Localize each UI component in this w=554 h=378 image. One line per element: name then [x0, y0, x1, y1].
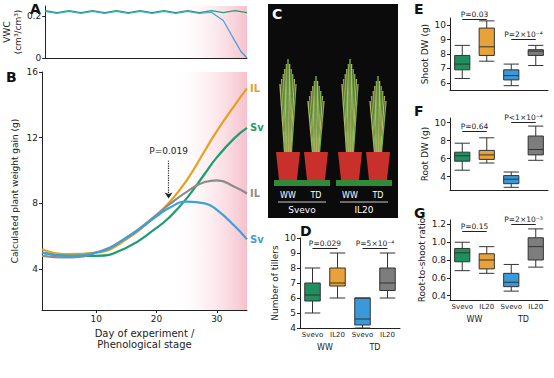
svg-text:IL20: IL20: [330, 331, 345, 339]
svg-text:6: 6: [440, 78, 446, 88]
svg-text:F: F: [414, 103, 424, 119]
svg-text:30: 30: [211, 314, 223, 324]
svg-text:7: 7: [290, 278, 296, 288]
svg-text:IL20: IL20: [479, 303, 494, 311]
svg-text:WW: WW: [467, 315, 483, 324]
svg-text:20: 20: [151, 314, 163, 324]
svg-text:Svevo: Svevo: [288, 205, 316, 215]
svg-text:8: 8: [290, 263, 296, 273]
svg-text:TD: TD: [309, 191, 321, 200]
svg-text:6: 6: [290, 293, 296, 303]
svg-text:P=0.64: P=0.64: [461, 122, 489, 131]
svg-text:1.2: 1.2: [432, 219, 446, 229]
svg-text:TD: TD: [517, 315, 529, 324]
svg-text:TD: TD: [371, 191, 383, 200]
svg-text:P=0.03: P=0.03: [461, 10, 489, 19]
svg-text:Svevo: Svevo: [352, 331, 373, 339]
svg-text:P=0.019: P=0.019: [149, 146, 188, 156]
svg-text:P=2×10⁻³: P=2×10⁻³: [504, 215, 542, 224]
svg-text:A: A: [30, 1, 41, 17]
svg-text:IL: IL: [250, 188, 261, 199]
svg-text:IL20: IL20: [354, 205, 373, 215]
svg-text:9: 9: [290, 248, 296, 258]
svg-text:Shoot DW (g): Shoot DW (g): [420, 24, 430, 84]
svg-text:P<1×10⁻⁴: P<1×10⁻⁴: [504, 113, 542, 122]
svg-text:6: 6: [440, 154, 446, 164]
svg-text:D: D: [300, 223, 312, 239]
svg-text:Svevo: Svevo: [501, 303, 522, 311]
svg-text:8: 8: [440, 49, 446, 59]
svg-text:9: 9: [440, 35, 446, 45]
svg-text:P=0.029: P=0.029: [309, 239, 342, 248]
svg-text:P=0.15: P=0.15: [461, 222, 489, 231]
svg-text:G: G: [414, 205, 426, 221]
svg-text:10: 10: [91, 314, 103, 324]
svg-text:B: B: [6, 69, 17, 85]
svg-text:WW: WW: [280, 191, 296, 200]
svg-text:Svevo: Svevo: [302, 331, 323, 339]
svg-text:4: 4: [32, 264, 38, 274]
svg-text:0.2: 0.2: [27, 11, 41, 21]
svg-text:Day of experiment /: Day of experiment /: [95, 328, 195, 339]
svg-text:4: 4: [290, 323, 296, 333]
svg-text:10: 10: [435, 20, 447, 30]
svg-text:Root DW (g): Root DW (g): [420, 127, 430, 182]
svg-text:WW: WW: [342, 191, 358, 200]
svg-text:4: 4: [440, 172, 446, 182]
svg-text:12: 12: [27, 133, 38, 143]
svg-text:10: 10: [285, 233, 297, 243]
svg-text:IL20: IL20: [528, 303, 543, 311]
svg-text:Phenological stage: Phenological stage: [97, 339, 191, 350]
svg-text:0.8: 0.8: [432, 255, 447, 265]
svg-text:0: 0: [35, 53, 41, 63]
svg-text:C: C: [272, 6, 282, 22]
svg-text:Number of tillers: Number of tillers: [270, 245, 280, 321]
svg-text:7: 7: [440, 63, 446, 73]
svg-text:5: 5: [290, 308, 296, 318]
svg-text:Svevo: Svevo: [452, 303, 473, 311]
svg-text:8: 8: [32, 198, 38, 208]
svg-text:Sv: Sv: [250, 234, 264, 245]
svg-text:IL: IL: [250, 83, 261, 94]
svg-text:P=2×10⁻⁴: P=2×10⁻⁴: [504, 30, 542, 39]
svg-text:(cm³/cm³): (cm³/cm³): [13, 10, 23, 55]
svg-text:8: 8: [440, 136, 446, 146]
svg-text:Sv: Sv: [250, 122, 264, 133]
svg-text:TD: TD: [368, 343, 380, 352]
svg-text:WW: WW: [317, 343, 333, 352]
svg-text:1.0: 1.0: [432, 237, 447, 247]
svg-text:Calculated plant weight gain (: Calculated plant weight gain (g): [10, 119, 20, 264]
svg-text:E: E: [414, 1, 424, 17]
svg-text:0.4: 0.4: [432, 291, 447, 301]
svg-text:0.6: 0.6: [432, 273, 447, 283]
svg-text:P=5×10⁻⁴: P=5×10⁻⁴: [356, 239, 394, 248]
svg-text:Root-to-shoot ratio: Root-to-shoot ratio: [417, 217, 427, 302]
svg-text:IL20: IL20: [380, 331, 395, 339]
svg-text:VWC: VWC: [2, 21, 12, 42]
svg-text:10: 10: [435, 118, 447, 128]
svg-text:16: 16: [27, 67, 39, 77]
